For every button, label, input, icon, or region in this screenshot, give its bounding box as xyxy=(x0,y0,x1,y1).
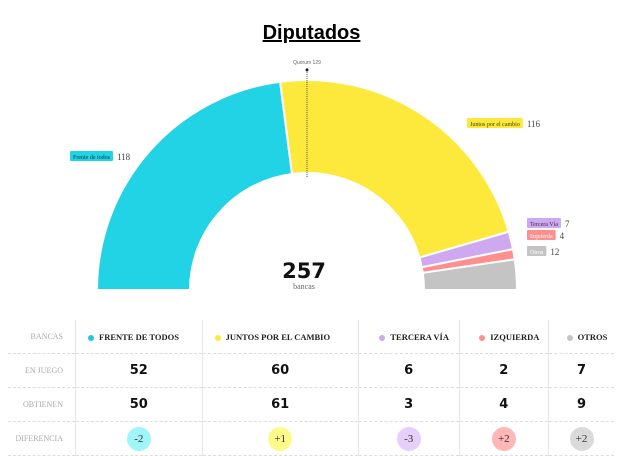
diff-bubble: +2 xyxy=(491,426,516,451)
results-table: BANCAS FRENTE DE TODOS JUNTOS POR EL CAM… xyxy=(8,320,614,456)
segment-value: 4 xyxy=(560,231,565,241)
party-header: IZQUIERDA xyxy=(458,320,549,354)
cell: 61 xyxy=(201,387,359,422)
label-box xyxy=(467,118,523,128)
diff-bubble: -2 xyxy=(126,426,151,451)
row-label: EN JUEGO xyxy=(8,353,76,388)
cell: 4 xyxy=(458,387,549,422)
diff-bubble: +1 xyxy=(268,426,293,451)
total-seats: 257 xyxy=(282,259,326,283)
total-label: bancas xyxy=(293,282,315,291)
cell: 60 xyxy=(201,353,359,388)
quorum-marker xyxy=(305,68,309,72)
label-box xyxy=(527,230,556,240)
row-label: BANCAS xyxy=(8,320,76,354)
row-label: DIFERENCIA xyxy=(8,421,76,456)
cell: 52 xyxy=(75,353,203,388)
table-row-diferencia: DIFERENCIA -2 +1 -3 +2 +2 xyxy=(8,421,614,456)
label-box xyxy=(70,151,113,161)
segment-label: Frente de todos xyxy=(73,155,111,161)
segment-value: 12 xyxy=(550,247,559,257)
parliament-chart: Frente de todos 118 Juntos por el cambio 11… xyxy=(70,60,570,291)
table-row-en-juego: EN JUEGO 52 60 6 2 7 xyxy=(8,353,614,388)
segment-0 xyxy=(95,80,294,291)
cell: 7 xyxy=(548,353,614,388)
label-box xyxy=(527,218,561,228)
party-header: FRENTE DE TODOS xyxy=(75,320,203,354)
cell: 9 xyxy=(548,387,614,422)
party-dot xyxy=(379,334,386,341)
segment-label: Juntos por el cambio xyxy=(470,122,520,128)
segment-value: 116 xyxy=(527,119,541,129)
diff-bubble: +2 xyxy=(569,426,594,451)
segment-label: Tercera Vía xyxy=(530,222,558,228)
segment-label: Otros xyxy=(530,250,544,256)
party-dot xyxy=(566,334,573,341)
segment-4 xyxy=(421,258,519,291)
party-dot xyxy=(479,334,486,341)
diff-bubble: -3 xyxy=(396,426,421,451)
segment-1 xyxy=(279,79,510,259)
segment-value: 118 xyxy=(117,152,131,162)
segment-label: Izquierda xyxy=(530,234,553,240)
segment-value: 7 xyxy=(565,219,570,229)
quorum-label: Quorum 129 xyxy=(293,60,321,66)
cell: 2 xyxy=(458,353,549,388)
cell: 6 xyxy=(357,353,460,388)
table-row-obtienen: OBTIENEN 50 61 3 4 9 xyxy=(8,387,614,422)
party-header: JUNTOS POR EL CAMBIO xyxy=(201,320,359,354)
party-header: OTROS xyxy=(548,320,614,354)
cell: 50 xyxy=(75,387,203,422)
party-dot xyxy=(214,334,221,341)
party-header: TERCERA VÍA xyxy=(357,320,460,354)
row-label: OBTIENEN xyxy=(8,387,76,422)
cell: 3 xyxy=(357,387,460,422)
label-box xyxy=(527,246,547,256)
table-row-bancas: BANCAS FRENTE DE TODOS JUNTOS POR EL CAM… xyxy=(8,320,614,354)
page-title: Diputados xyxy=(262,22,361,44)
party-dot xyxy=(88,334,94,341)
